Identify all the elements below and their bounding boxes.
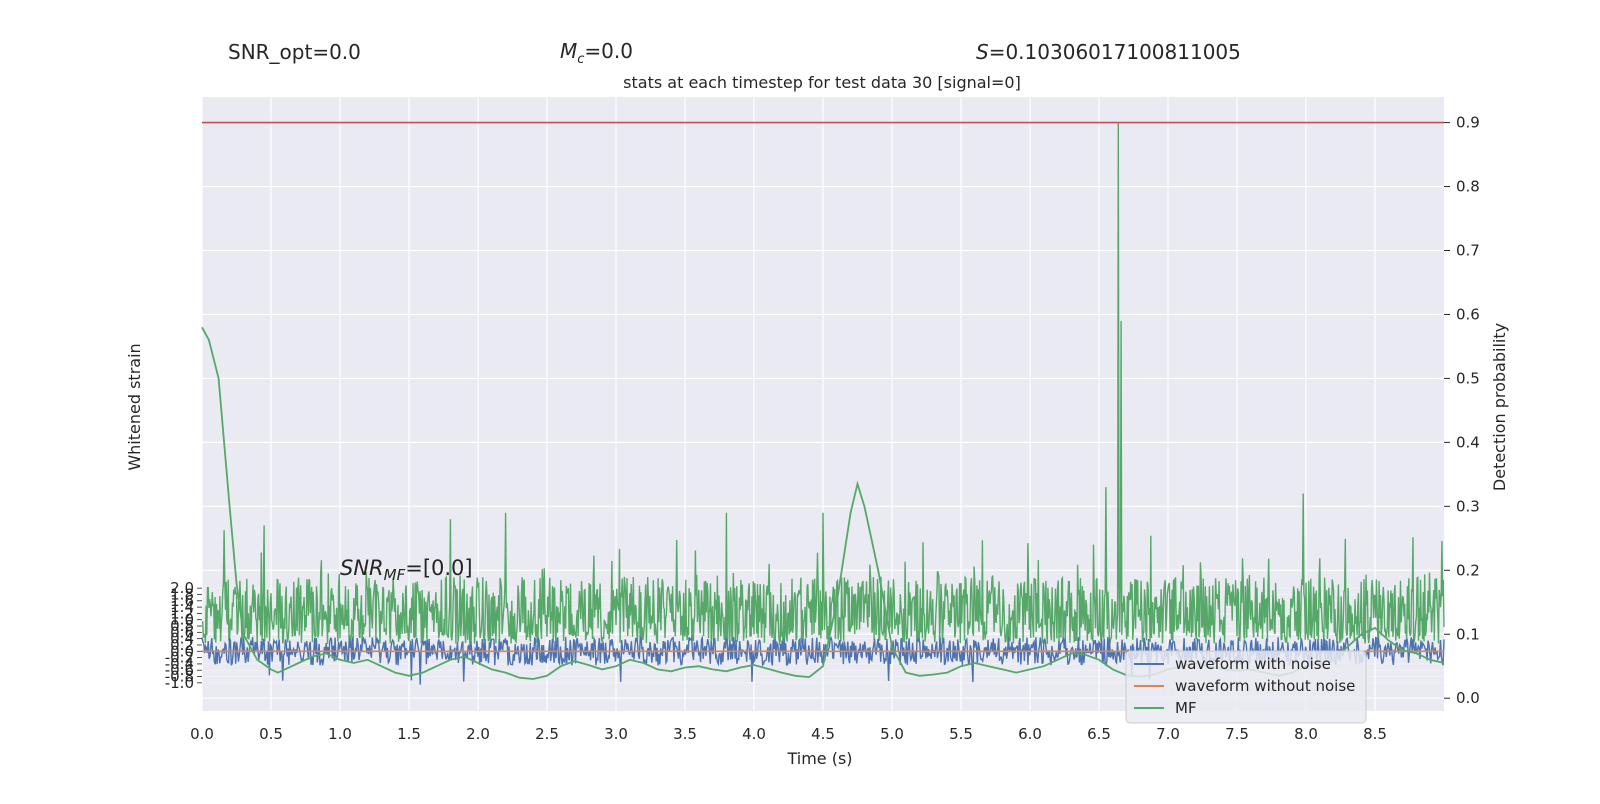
left-tick-label: -1.0 bbox=[165, 674, 194, 692]
legend-label-noise: waveform with noise bbox=[1175, 655, 1331, 673]
x-tick-label: 5.5 bbox=[949, 725, 973, 743]
left-tick-label: -0.4 bbox=[165, 655, 194, 673]
x-tick-label: 4.0 bbox=[742, 725, 766, 743]
mc-value: =0.0 bbox=[584, 39, 633, 63]
left-tick-label: 0.8 bbox=[170, 617, 194, 635]
x-tick-label: 2.5 bbox=[535, 725, 559, 743]
right-tick-label: 0.1 bbox=[1456, 625, 1480, 643]
left-tick-label: 0.4 bbox=[170, 630, 194, 648]
x-tick-label: 5.0 bbox=[880, 725, 904, 743]
left-axis: -1.0-0.8-0.6-0.4-0.20.00.20.40.60.81.01.… bbox=[165, 579, 202, 692]
legend: waveform with noise waveform without noi… bbox=[1125, 650, 1367, 724]
left-tick-label: 1.4 bbox=[170, 598, 194, 616]
snr-mf-sub: MF bbox=[384, 566, 406, 584]
s-symbol: S bbox=[976, 40, 989, 64]
right-tick-label: 0.4 bbox=[1456, 433, 1480, 451]
left-tick-label: 0.2 bbox=[170, 636, 194, 654]
x-tick-label: 3.0 bbox=[604, 725, 628, 743]
chart-title: stats at each timestep for test data 30 … bbox=[623, 73, 1021, 92]
x-tick-label: 7.5 bbox=[1225, 725, 1249, 743]
left-tick-label: 1.6 bbox=[170, 592, 194, 610]
snr-mf-annotation: SNRMF=[0.0] bbox=[340, 556, 473, 584]
x-tick-label: 8.0 bbox=[1294, 725, 1318, 743]
x-tick-label: 6.0 bbox=[1018, 725, 1042, 743]
x-tick-label: 4.5 bbox=[811, 725, 835, 743]
left-tick-label: -0.2 bbox=[165, 649, 194, 667]
right-tick-label: 0.0 bbox=[1456, 689, 1480, 707]
x-tick-label: 1.5 bbox=[397, 725, 421, 743]
left-tick-label: 0.0 bbox=[170, 642, 194, 660]
left-tick-label: 1.0 bbox=[170, 611, 194, 629]
left-tick-label: 1.2 bbox=[170, 604, 194, 622]
x-axis-label: Time (s) bbox=[786, 749, 852, 768]
right-y-axis-label: Detection probability bbox=[1490, 323, 1509, 491]
right-tick-label: 0.7 bbox=[1456, 242, 1480, 260]
s-value: =0.10306017100811005 bbox=[989, 40, 1241, 64]
x-tick-label: 2.0 bbox=[466, 725, 490, 743]
mc-header: Mc=0.0 bbox=[560, 39, 633, 67]
snr-opt-header: SNR_opt=0.0 bbox=[228, 40, 361, 64]
s-header: S=0.10306017100811005 bbox=[976, 40, 1241, 64]
snr-mf-symbol: SNR bbox=[340, 556, 384, 580]
left-tick-label: -0.8 bbox=[165, 668, 194, 686]
mc-sub: c bbox=[577, 52, 584, 67]
snr-mf-value: =[0.0] bbox=[405, 556, 472, 580]
right-tick-label: 0.9 bbox=[1456, 114, 1480, 132]
left-y-axis-label: Whitened strain bbox=[125, 343, 144, 470]
x-tick-label: 1.0 bbox=[328, 725, 352, 743]
x-tick-label: 3.5 bbox=[673, 725, 697, 743]
legend-box bbox=[1125, 650, 1367, 724]
left-tick-label: 0.6 bbox=[170, 623, 194, 641]
detection-probability-line bbox=[201, 122, 1445, 646]
legend-label-mf: MF bbox=[1175, 699, 1197, 717]
right-tick-label: 0.8 bbox=[1456, 178, 1480, 196]
x-tick-label: 8.5 bbox=[1363, 725, 1387, 743]
right-tick-label: 0.2 bbox=[1456, 561, 1480, 579]
left-tick-label: 2.0 bbox=[170, 579, 194, 597]
x-tick-label: 0.5 bbox=[259, 725, 283, 743]
left-tick-label: 1.8 bbox=[170, 585, 194, 603]
right-tick-label: 0.6 bbox=[1456, 305, 1480, 323]
x-tick-label: 7.0 bbox=[1156, 725, 1180, 743]
mc-symbol: M bbox=[560, 39, 577, 63]
right-axis: 0.0 0.1 0.2 0.3 0.4 0.5 0.6 0.7 0.8 0.9 bbox=[1444, 114, 1480, 707]
legend-label-clean: waveform without noise bbox=[1175, 677, 1355, 695]
left-tick-label: -0.6 bbox=[165, 661, 194, 679]
x-tick-label: 6.5 bbox=[1087, 725, 1111, 743]
right-tick-label: 0.3 bbox=[1456, 497, 1480, 515]
x-axis: 0.0 0.5 1.0 1.5 2.0 2.5 3.0 3.5 4.0 4.5 5.0 5.5 6.0 6… bbox=[190, 725, 1387, 743]
right-tick-label: 0.5 bbox=[1456, 369, 1480, 387]
x-tick-label: 0.0 bbox=[190, 725, 214, 743]
